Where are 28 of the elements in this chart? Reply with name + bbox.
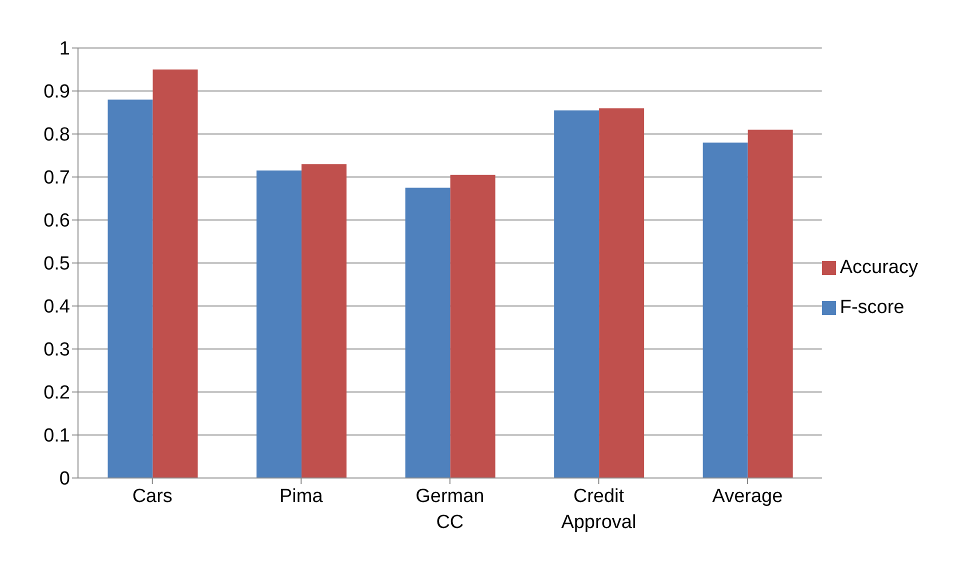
bar <box>108 100 153 478</box>
y-tick-label: 0.2 <box>44 382 70 404</box>
legend-label: F-score <box>840 297 904 318</box>
x-tick-label: Pima <box>280 486 324 507</box>
y-tick-label: 0.4 <box>44 296 70 318</box>
y-tick-label: 1 <box>59 38 70 60</box>
legend-label: Accuracy <box>840 257 918 278</box>
y-tick-label: 0.1 <box>44 426 70 447</box>
y-tick-label: 0.7 <box>44 168 70 189</box>
x-tick-label: Average <box>712 486 783 507</box>
y-tick-label: 0.8 <box>44 124 70 146</box>
bar <box>256 170 302 478</box>
y-tick-label: 0.9 <box>44 82 70 103</box>
y-tick-label: 0.3 <box>44 340 70 361</box>
bar <box>748 130 793 478</box>
bar <box>450 174 496 478</box>
y-tick-label: 0.6 <box>44 210 70 232</box>
y-tick-label: 0 <box>59 468 70 490</box>
bar <box>599 108 644 478</box>
bar <box>302 164 347 478</box>
x-tick-label: Credit Approval <box>561 486 636 533</box>
x-tick-label: German CC <box>416 486 484 533</box>
bar <box>405 188 450 478</box>
y-tick-label: 0.5 <box>44 254 70 275</box>
bar <box>152 70 198 478</box>
bar <box>702 142 748 478</box>
x-tick-label: Cars <box>132 486 172 507</box>
bar <box>554 110 600 478</box>
